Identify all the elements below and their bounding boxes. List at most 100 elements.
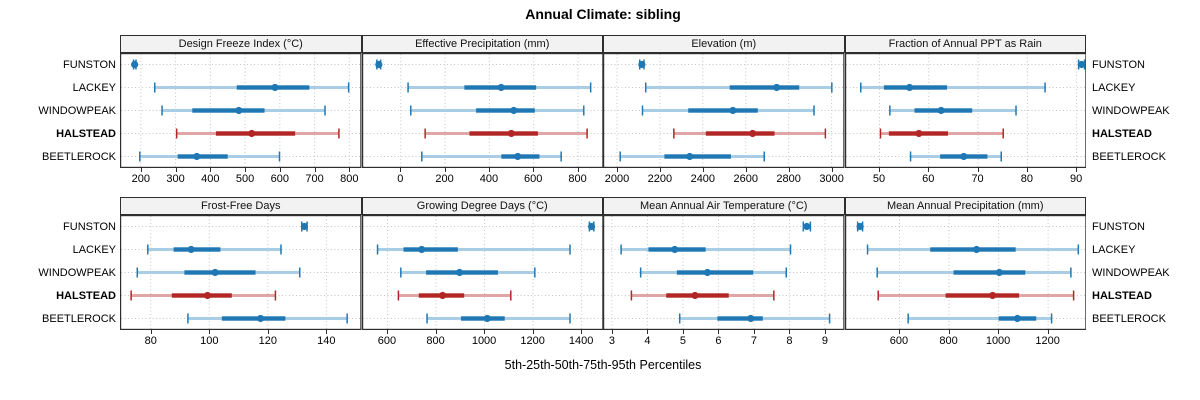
tick-label: 9 [821, 335, 829, 347]
station-label-beetlerock: BEETLEROCK [42, 312, 116, 325]
tick-label: 400 [201, 173, 220, 185]
station-label-windowpeak: WINDOWPEAK [1092, 104, 1170, 117]
tick-mark [577, 168, 579, 172]
tick-mark [386, 330, 388, 334]
tick-label: 800 [939, 335, 958, 347]
percentile-row-funston [802, 221, 812, 232]
percentile-row-beetlerock [420, 151, 562, 162]
percentile-row-lackey [147, 244, 282, 255]
tick-label: 200 [435, 173, 454, 185]
tick-label: 1000 [471, 335, 497, 347]
percentile-row-beetlerock [678, 313, 831, 324]
tick-label: 800 [568, 173, 587, 185]
percentile-row-beetlerock [425, 313, 571, 324]
x-axis-title: 5th-25th-50th-75th-95th Percentiles [504, 358, 702, 372]
percentile-row-lackey [153, 82, 350, 93]
percentile-row-windowpeak [875, 267, 1072, 278]
percentile-row-windowpeak [639, 267, 788, 278]
tick-mark [532, 330, 534, 334]
percentile-row-halstead [879, 128, 1004, 139]
tick-label: 90 [1070, 173, 1083, 185]
x-axis-frost-free-days: 80 100 120 140 [120, 330, 362, 352]
percentile-row-beetlerock [909, 151, 1002, 162]
percentile-row-windowpeak [409, 105, 585, 116]
tick-label: 2600 [733, 173, 758, 185]
station-label-lackey: LACKEY [72, 243, 116, 256]
tick-label: 0 [397, 173, 404, 185]
tick-label: 2000 [604, 173, 630, 185]
tick-mark [753, 330, 755, 334]
panel-plot-design-freeze-index [120, 53, 362, 168]
panel-mean-annual-precipitation: Mean Annual Precipitation (mm) 600 800 1000… [844, 197, 1086, 352]
tick-mark [267, 330, 269, 334]
tick-label: 1000 [985, 335, 1011, 347]
percentile-row-halstead [673, 128, 827, 139]
tick-label: 4 [644, 335, 651, 347]
percentile-row-halstead [630, 290, 775, 301]
station-label-funston: FUNSTON [1092, 220, 1145, 233]
panel-plot-frost-free-days [120, 215, 362, 330]
tick-label: 3 [608, 335, 615, 347]
tick-mark [1047, 330, 1049, 334]
tick-mark [279, 168, 281, 172]
percentile-row-funston [300, 221, 309, 232]
tick-label: 80 [144, 335, 157, 347]
tick-mark [400, 168, 402, 172]
tick-mark [659, 168, 661, 172]
tick-label: 800 [340, 173, 359, 185]
percentile-row-funston [587, 221, 595, 232]
percentile-row-halstead [130, 290, 277, 301]
tick-mark [898, 330, 900, 334]
tick-label: 2400 [690, 173, 716, 185]
tick-label: 2200 [647, 173, 673, 185]
tick-label: 60 [922, 173, 935, 185]
panel-plot-effective-precipitation [361, 53, 603, 168]
tick-label: 600 [889, 335, 909, 347]
percentile-row-halstead [397, 290, 512, 301]
tick-mark [210, 168, 212, 172]
percentile-row-halstead [423, 128, 588, 139]
x-axis-growing-degree-days: 600 800 1000 1200 1400 [362, 330, 604, 352]
panel-title-effective-precipitation: Effective Precipitation (mm) [361, 35, 603, 53]
percentile-row-lackey [644, 82, 833, 93]
percentile-row-halstead [876, 290, 1074, 301]
tick-label: 600 [270, 173, 290, 185]
tick-mark [611, 330, 613, 334]
panel-frost-free-days: Frost-Free Days 80 100 120 140 [120, 197, 362, 352]
tick-mark [745, 168, 747, 172]
percentile-row-windowpeak [641, 105, 815, 116]
tick-label: 7 [750, 335, 757, 347]
tick-mark [1076, 168, 1078, 172]
tick-mark [245, 168, 247, 172]
percentile-row-funston [130, 59, 139, 70]
tick-mark [977, 168, 979, 172]
station-label-lackey: LACKEY [72, 81, 116, 94]
panel-title-frost-free-days: Frost-Free Days [120, 197, 362, 215]
percentile-row-beetlerock [139, 151, 281, 162]
tick-mark [488, 168, 490, 172]
percentile-row-lackey [406, 82, 591, 93]
tick-mark [788, 168, 790, 172]
tick-label: 600 [377, 335, 397, 347]
panel-fraction-annual-ppt-as-rain: Fraction of Annual PPT as Rain 50 60 70 80 90 [844, 35, 1086, 190]
tick-label: 1200 [520, 335, 545, 347]
station-label-funston: FUNSTON [63, 220, 116, 233]
tick-mark [718, 330, 720, 334]
station-label-beetlerock: BEETLEROCK [1092, 150, 1166, 163]
tick-mark [998, 330, 1000, 334]
panel-plot-growing-degree-days [361, 215, 603, 330]
figure-title: Annual Climate: sibling [525, 6, 681, 22]
station-label-beetlerock: BEETLEROCK [1092, 312, 1166, 325]
tick-mark [831, 168, 833, 172]
tick-mark [616, 168, 618, 172]
percentile-row-lackey [866, 244, 1079, 255]
panel-title-design-freeze-index: Design Freeze Index (°C) [120, 35, 362, 53]
station-label-beetlerock: BEETLEROCK [42, 150, 116, 163]
x-axis-mean-annual-air-temperature: 3 4 5 6 7 8 9 [603, 330, 845, 352]
tick-mark [140, 168, 142, 172]
tick-mark [484, 330, 486, 334]
tick-label: 120 [258, 335, 277, 347]
tick-label: 800 [426, 335, 445, 347]
station-label-lackey: LACKEY [1092, 81, 1136, 94]
